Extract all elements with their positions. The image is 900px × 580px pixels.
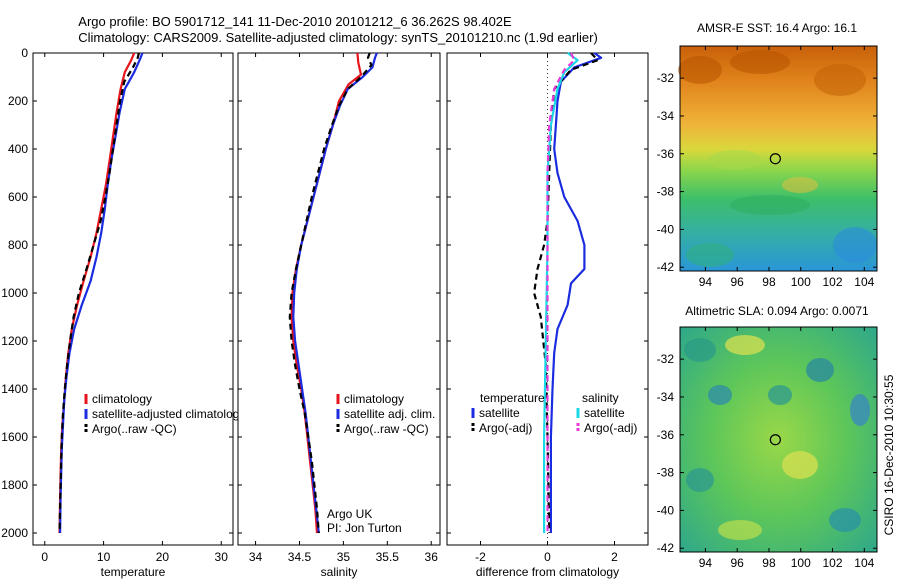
sst-map-xtick-label: 102 bbox=[823, 275, 843, 289]
temperature-xlabel: temperature bbox=[101, 565, 166, 579]
sla-map-argo-location-marker bbox=[769, 434, 781, 446]
temperature-xtick-label: 0 bbox=[41, 550, 48, 564]
difference-xtick-label: 2 bbox=[611, 550, 618, 564]
sst-map-ytick-label: -34 bbox=[657, 109, 675, 123]
salinity-xlabel: salinity bbox=[321, 565, 358, 579]
sla-map-ytick-label: -40 bbox=[657, 503, 675, 517]
temperature-legend-item-label: satellite-adjusted climatology bbox=[92, 407, 245, 421]
temperature-ytick-label: 600 bbox=[8, 190, 28, 204]
sla-map-ytick-label: -32 bbox=[657, 352, 675, 366]
sst-map-xtick-label: 96 bbox=[731, 275, 745, 289]
temperature-legend-item-label: climatology bbox=[92, 392, 152, 406]
sla-map-panel: Altimetric SLA: 0.094 Argo: 0.0071 94 96 9… bbox=[657, 304, 878, 570]
difference-legend-item-label: satellite bbox=[584, 406, 625, 420]
sla-map-xtick-label: 102 bbox=[823, 556, 843, 570]
temperature-xtick-label: 20 bbox=[156, 550, 170, 564]
difference-legend-item-label: Argo(-adj) bbox=[479, 421, 532, 435]
figure-title-line1: Argo profile: BO 5901712_141 11-Dec-2010… bbox=[78, 14, 512, 29]
temperature-ytick-label: 1000 bbox=[1, 286, 28, 300]
difference-legend-item-label: Argo(-adj) bbox=[584, 421, 637, 435]
sst-map-xtick-label: 100 bbox=[791, 275, 811, 289]
salinity-legend-item-label: satellite adj. clim. bbox=[344, 407, 435, 421]
salinity-legend-item-label: climatology bbox=[344, 392, 404, 406]
difference-series-line bbox=[549, 52, 603, 533]
difference-legend-item-label: satellite bbox=[479, 406, 520, 420]
sla-map-title: Altimetric SLA: 0.094 Argo: 0.0071 bbox=[685, 304, 869, 318]
salinity-xtick-label: 34 bbox=[249, 550, 263, 564]
salinity-xtick-label: 36 bbox=[425, 550, 439, 564]
sla-map-xtick-label: 98 bbox=[762, 556, 776, 570]
temperature-ytick-label: 2000 bbox=[1, 526, 28, 540]
sst-map-ytick-label: -32 bbox=[657, 71, 675, 85]
salinity-xtick-label: 35 bbox=[337, 550, 351, 564]
temperature-ytick-label: 1600 bbox=[1, 430, 28, 444]
sla-map-xtick-label: 100 bbox=[791, 556, 811, 570]
salinity-xtick-label: 34.5 bbox=[288, 550, 312, 564]
temperature-axes-box bbox=[32, 52, 234, 546]
side-credit-label: CSIRO 16-Dec-2010 10:30:55 bbox=[882, 374, 896, 535]
salinity-xtick-label: 35.5 bbox=[376, 550, 400, 564]
temperature-profile-panel: 0 10 20 30 0 200 400 600 800 1000 1200 1400 1600 1800… bbox=[1, 46, 245, 579]
salinity-annotation-line: PI: Jon Turton bbox=[327, 521, 402, 535]
temperature-ytick-label: 800 bbox=[8, 238, 28, 252]
sla-blotches bbox=[684, 335, 870, 540]
sst-map-ytick-label: -40 bbox=[657, 222, 675, 236]
sst-map-xtick-label: 94 bbox=[699, 275, 713, 289]
temperature-ytick-label: 0 bbox=[21, 46, 28, 60]
sla-map-ytick-label: -38 bbox=[657, 466, 675, 480]
sst-map-ytick-label: -42 bbox=[657, 260, 675, 274]
salinity-annotation-line: Argo UK bbox=[327, 507, 372, 521]
temperature-ytick-label: 1400 bbox=[1, 382, 28, 396]
sst-map-xtick-label: 98 bbox=[762, 275, 776, 289]
temperature-series-line bbox=[58, 52, 140, 534]
temperature-ytick-label: 200 bbox=[8, 94, 28, 108]
salinity-axes-box bbox=[237, 52, 441, 546]
figure-title-line2: Climatology: CARS2009. Satellite-adjuste… bbox=[78, 30, 598, 45]
temperature-xtick-label: 30 bbox=[215, 550, 229, 564]
temperature-xtick-label: 10 bbox=[97, 550, 111, 564]
sst-map-ytick-label: -36 bbox=[657, 147, 675, 161]
temperature-ytick-label: 1800 bbox=[1, 478, 28, 492]
sla-map-xtick-label: 104 bbox=[854, 556, 874, 570]
sla-map-ytick-label: -34 bbox=[657, 390, 675, 404]
sla-map-xtick-label: 96 bbox=[731, 556, 745, 570]
temperature-legend-item-label: Argo(..raw -QC) bbox=[92, 422, 177, 436]
temperature-ytick-label: 1200 bbox=[1, 334, 28, 348]
sst-map-panel: AMSR-E SST: 16.4 Argo: 16.1 94 96 98 100 102… bbox=[657, 21, 878, 289]
salinity-legend-item-label: Argo(..raw -QC) bbox=[344, 422, 429, 436]
salinity-profile-panel: 34 34.5 35 35.5 36 salinity climatologysatelli… bbox=[237, 52, 441, 579]
difference-series-line bbox=[546, 52, 576, 533]
sst-map-title: AMSR-E SST: 16.4 Argo: 16.1 bbox=[697, 21, 857, 35]
difference-xtick-label: -2 bbox=[475, 550, 486, 564]
difference-xtick-label: 0 bbox=[544, 550, 551, 564]
salinity-series-line bbox=[288, 52, 373, 534]
difference-legend-heading: salinity bbox=[582, 391, 619, 405]
sla-map-xtick-label: 94 bbox=[699, 556, 713, 570]
temperature-ytick-label: 400 bbox=[8, 142, 28, 156]
sst-blotches bbox=[678, 50, 877, 267]
sst-map-ytick-label: -38 bbox=[657, 185, 675, 199]
sst-map-xtick-label: 104 bbox=[854, 275, 874, 289]
sla-map-ytick-label: -42 bbox=[657, 541, 675, 555]
sla-map-ytick-label: -36 bbox=[657, 428, 675, 442]
difference-legend-heading: temperature bbox=[480, 391, 545, 405]
sst-map-argo-location-marker bbox=[769, 153, 781, 165]
difference-xlabel: difference from climatology bbox=[476, 565, 619, 579]
